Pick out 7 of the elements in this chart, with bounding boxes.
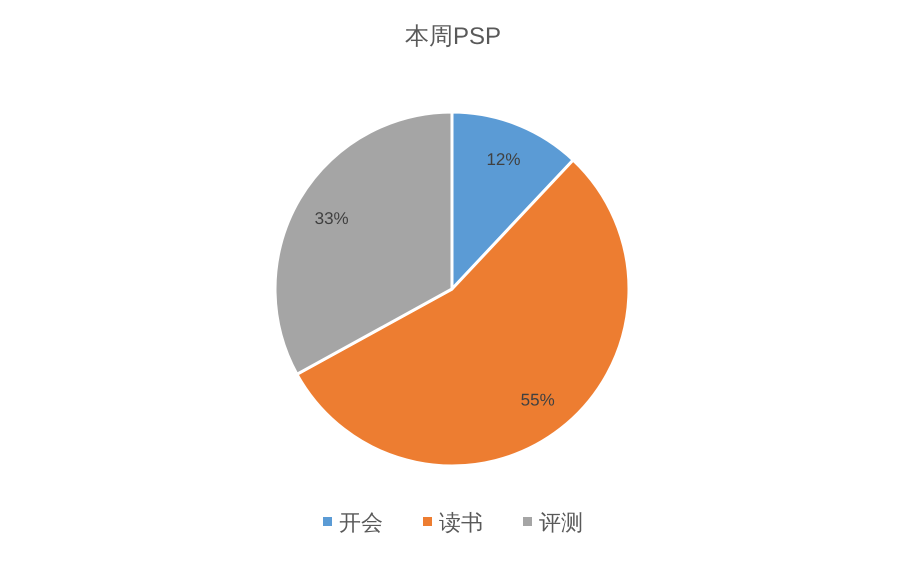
legend-label: 评测 (539, 510, 583, 535)
chart-title: 本周PSP (404, 23, 502, 50)
data-label: 55% (520, 390, 555, 410)
data-label: 12% (486, 150, 520, 169)
legend-label: 开会 (339, 510, 383, 535)
legend-label: 读书 (439, 510, 483, 535)
data-label: 33% (314, 208, 349, 228)
